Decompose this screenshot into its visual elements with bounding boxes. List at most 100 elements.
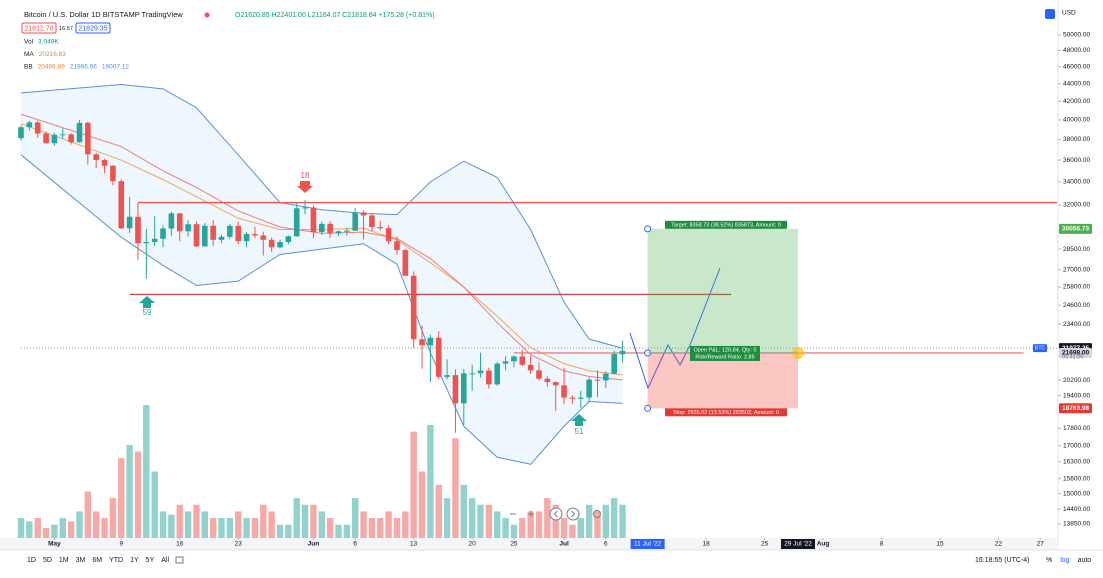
range-button[interactable]: 3M [76,557,86,564]
volume-bar [494,511,501,538]
volume-bar [377,518,384,538]
x-tick-label: 20 [469,541,477,548]
volume-bar [393,518,401,538]
range-button[interactable]: 6M [92,557,102,564]
candle-body [360,212,367,216]
volume-bar [602,504,610,538]
candle-body [552,382,559,386]
y-tick-label: 23400.00 [1063,321,1090,328]
x-tick-label: 22 [995,541,1003,548]
volume-bar [560,518,568,538]
candle-body [502,361,509,364]
candle-body [469,373,475,375]
range-button[interactable]: 1M [59,557,69,564]
scale-button[interactable]: % [1046,557,1052,564]
y-tick-label: 17800.00 [1063,425,1090,432]
scale-button[interactable]: log [1060,557,1069,564]
x-tick-label: 18 [702,541,710,548]
buy-button[interactable] [75,22,111,34]
candle-body [477,370,484,374]
volume-bar [326,518,334,538]
scale-button[interactable]: auto [1078,557,1092,564]
candle-body [135,216,141,244]
candle-body [461,373,467,404]
candle-body [586,379,592,398]
volume-bar [502,518,509,538]
volume-bar [268,511,275,538]
volume-bar [544,498,551,538]
candle-body [151,238,158,243]
y-tick-label: 24600.00 [1063,302,1090,309]
candle-body [143,242,150,244]
currency-label[interactable]: USD [1062,10,1076,17]
price-tag-bg [1059,403,1092,414]
sell-button[interactable] [21,22,57,34]
candle-body [160,228,166,239]
ask-price[interactable]: 21829.35 [78,25,107,32]
scroll-left[interactable] [549,507,563,521]
volume-bar [193,504,200,538]
symbol-tag: BTC [1035,345,1045,351]
signal-label: 59 [143,308,152,317]
indicator-value: 3.049K [38,39,59,46]
position-handle[interactable] [644,404,652,412]
x-tick-label: 23 [235,541,243,548]
y-tick-label: 14400.00 [1063,506,1090,513]
volume-bar [101,518,108,538]
volume-bar [243,518,250,538]
reset-chart[interactable] [593,510,601,518]
volume-bar [468,498,476,538]
indicator-name: MA [24,51,34,58]
range-button[interactable]: 1D [27,557,36,564]
candle-body [168,213,175,229]
position-handle[interactable] [644,225,652,233]
y-tick-label: 36000.00 [1063,157,1090,164]
volume-bar [67,521,75,538]
candle-body [93,154,99,160]
range-button[interactable]: 5D [43,557,52,564]
volume-bar [318,511,325,538]
volume-bar [26,521,33,538]
volume-bar [59,518,66,538]
profit-zone[interactable] [647,228,798,353]
scroll-right[interactable] [566,507,580,521]
volume-bar [301,504,309,538]
price-tag: 18763.98 [1062,405,1089,412]
date-range-icon[interactable] [175,556,184,564]
range-button[interactable]: 1Y [130,557,139,564]
volume-bar [218,518,225,538]
range-button[interactable]: All [161,557,169,564]
volume-bar [569,524,576,538]
range-tag-bg [630,539,665,549]
candle-body [435,337,442,377]
volume-bar [84,491,92,538]
time-axis-bg [0,538,1058,550]
range-tag: 29 Jul '22 [784,541,812,548]
zoom-controls [510,507,601,521]
projection-path[interactable] [629,267,721,390]
symbol-tag-bg [1033,344,1047,353]
volume-bar [402,511,409,538]
volume-bar [410,431,417,538]
candle-body [561,385,567,398]
candle-body [377,227,384,229]
volume-bar [360,511,367,538]
y-tick-label: 28500.00 [1063,246,1090,253]
volume-bar [577,518,584,538]
range-button[interactable]: YTD [109,557,123,564]
rr-label-bg [690,352,760,361]
loss-zone[interactable] [647,352,798,409]
candle-body [394,241,400,251]
candle-body [603,373,609,381]
indicator-line [20,123,623,376]
range-button[interactable]: 5Y [146,557,155,564]
volume-bar [510,524,518,538]
volume-bar [17,518,25,538]
x-tick-label: 13 [410,541,418,548]
y-tick-label: 19400.00 [1063,392,1090,399]
signal-arrow-down [297,181,313,193]
bid-price[interactable]: 21812.78 [24,25,53,32]
settings-icon[interactable] [1045,9,1055,19]
